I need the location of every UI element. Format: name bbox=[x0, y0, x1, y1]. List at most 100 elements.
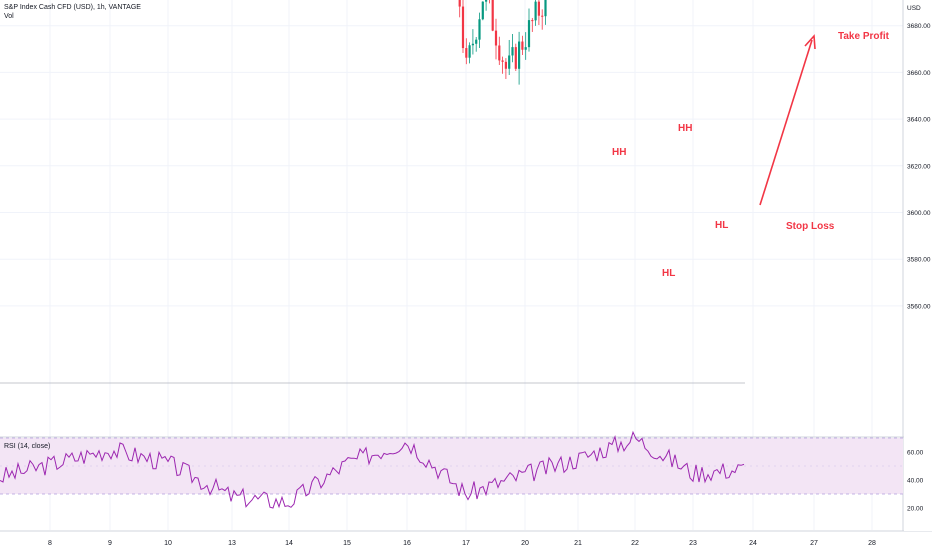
rsi-line-group bbox=[0, 430, 745, 509]
price-tick-label: 3560.00 bbox=[907, 303, 931, 310]
rsi-tick-label: 20.00 bbox=[907, 506, 924, 513]
candle-body bbox=[461, 6, 465, 49]
candle bbox=[521, 35, 524, 55]
projection-arrow bbox=[759, 39, 813, 206]
candle-body bbox=[475, 39, 478, 44]
candle-body bbox=[531, 20, 534, 22]
arrow-head-icon bbox=[804, 34, 816, 50]
candle bbox=[498, 36, 501, 65]
candle-body bbox=[508, 55, 511, 69]
rsi-tick-label: 60.00 bbox=[907, 450, 924, 457]
candle-body bbox=[504, 61, 507, 69]
candle bbox=[531, 17, 534, 32]
chart-title: S&P Index Cash CFD (USD), 1h, VANTAGE bbox=[4, 4, 141, 11]
candle bbox=[471, 29, 474, 55]
price-axis-bg bbox=[904, 0, 932, 531]
candle-body bbox=[514, 47, 517, 69]
time-tick-label: 15 bbox=[343, 540, 351, 547]
time-axis[interactable]: 8 9 10 13 14 15 16 17 20 21 22 23 24 27 28 bbox=[48, 540, 876, 547]
candle-body bbox=[524, 47, 527, 50]
candle bbox=[481, 1, 484, 21]
rsi-tick-label: 40.00 bbox=[907, 478, 924, 485]
price-tick-label: 3620.00 bbox=[907, 163, 931, 170]
candle-body bbox=[485, 0, 488, 2]
candle bbox=[544, 0, 547, 25]
stop-loss-label: Stop Loss bbox=[786, 221, 835, 232]
levels bbox=[0, 382, 745, 384]
price-tick-label: 3660.00 bbox=[907, 70, 931, 77]
candle-body bbox=[471, 43, 474, 46]
time-tick-label: 10 bbox=[164, 540, 172, 547]
candle bbox=[465, 38, 468, 65]
rsi-panel bbox=[0, 437, 903, 495]
candle bbox=[491, 0, 494, 32]
time-tick-label: 20 bbox=[521, 540, 529, 547]
time-tick-label: 28 bbox=[868, 540, 876, 547]
candle bbox=[478, 12, 481, 48]
time-tick-label: 22 bbox=[631, 540, 639, 547]
candle-body bbox=[494, 30, 498, 46]
time-tick-label: 17 bbox=[462, 540, 470, 547]
candle bbox=[458, 0, 461, 18]
time-tick-label: 8 bbox=[48, 540, 52, 547]
candle-body bbox=[511, 47, 514, 56]
candle-body bbox=[544, 0, 547, 17]
hh-label: HH bbox=[612, 147, 626, 158]
rsi-title: RSI (14, close) bbox=[4, 443, 51, 450]
candle bbox=[518, 31, 521, 85]
candle bbox=[537, 0, 540, 25]
candles bbox=[458, 0, 547, 85]
annotations: Take Profit Stop Loss HH HH HL HL bbox=[612, 31, 890, 279]
candle-body bbox=[518, 41, 521, 69]
candle bbox=[504, 58, 507, 80]
candle bbox=[534, 0, 537, 26]
price-tick-label: 3680.00 bbox=[907, 23, 931, 30]
hl-label: HL bbox=[662, 268, 675, 279]
candle-body bbox=[534, 1, 537, 21]
candle bbox=[468, 42, 471, 64]
volume-label: Vol bbox=[4, 13, 14, 20]
candle bbox=[488, 0, 490, 4]
candle bbox=[514, 43, 517, 71]
time-tick-label: 23 bbox=[689, 540, 697, 547]
candle bbox=[494, 18, 498, 60]
price-axis[interactable]: USD 3560.00 3580.00 3600.00 3620.00 3640.00 36… bbox=[904, 0, 932, 531]
hl-label: HL bbox=[715, 220, 728, 231]
time-tick-label: 9 bbox=[108, 540, 112, 547]
candle-body bbox=[478, 19, 481, 40]
candle bbox=[524, 32, 527, 60]
candle-body bbox=[521, 41, 524, 50]
candle-body bbox=[501, 60, 504, 62]
currency-label: USD bbox=[907, 5, 921, 12]
time-tick-label: 16 bbox=[403, 540, 411, 547]
time-tick-label: 21 bbox=[574, 540, 582, 547]
candle-body bbox=[491, 0, 494, 31]
rsi-line bbox=[0, 430, 745, 509]
price-tick-label: 3640.00 bbox=[907, 117, 931, 124]
price-tick-label: 3580.00 bbox=[907, 257, 931, 264]
candle bbox=[541, 9, 544, 30]
candle-body bbox=[465, 48, 468, 58]
take-profit-label: Take Profit bbox=[838, 31, 890, 42]
candle-body bbox=[541, 15, 544, 17]
candle bbox=[511, 33, 514, 63]
candle bbox=[527, 8, 531, 52]
time-tick-label: 24 bbox=[749, 540, 757, 547]
candle bbox=[501, 56, 504, 74]
time-tick-label: 13 bbox=[228, 540, 236, 547]
candle bbox=[461, 0, 465, 54]
time-tick-label: 14 bbox=[285, 540, 293, 547]
candle-body bbox=[458, 0, 461, 7]
candle-body bbox=[468, 45, 471, 58]
candle-body bbox=[481, 1, 484, 20]
hh-label: HH bbox=[678, 123, 692, 134]
candle-body bbox=[537, 1, 540, 16]
candle bbox=[475, 36, 478, 52]
candle-body bbox=[498, 45, 501, 61]
candle-body bbox=[527, 20, 531, 48]
candle bbox=[485, 0, 488, 11]
candle bbox=[508, 39, 511, 75]
time-tick-label: 27 bbox=[810, 540, 818, 547]
price-tick-label: 3600.00 bbox=[907, 210, 931, 217]
